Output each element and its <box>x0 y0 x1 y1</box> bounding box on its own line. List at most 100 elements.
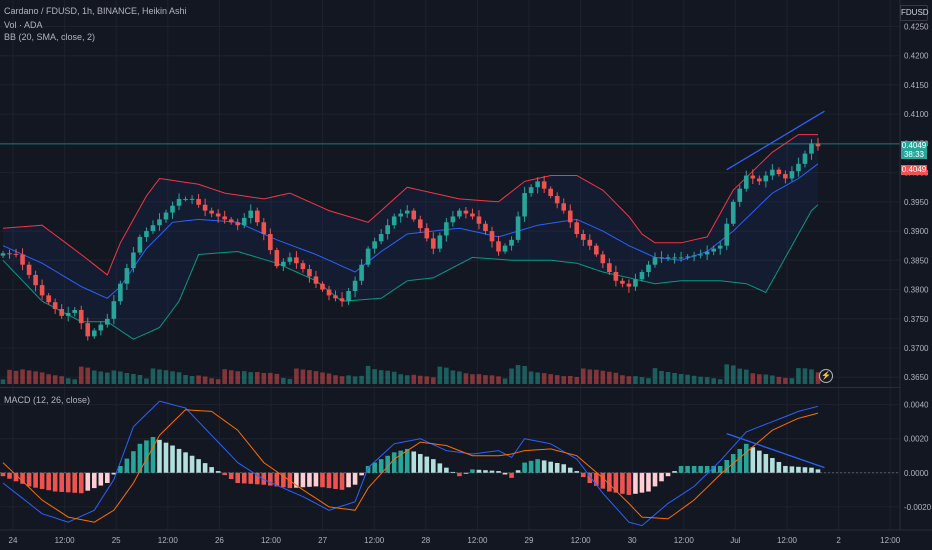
lightning-icon[interactable]: ⚡ <box>819 369 833 383</box>
candle-body <box>685 256 690 258</box>
candle-body <box>411 210 417 220</box>
candle-body <box>359 264 364 281</box>
volume-bar <box>515 365 521 384</box>
candle-body <box>196 198 201 205</box>
price-axis[interactable]: 0.42500.42000.41500.41000.40500.40000.39… <box>904 22 929 382</box>
candle-body <box>789 171 795 179</box>
candle-body <box>294 257 299 264</box>
volume-bar <box>789 378 795 384</box>
volume-bar <box>52 375 58 384</box>
volume-bar <box>339 376 345 384</box>
volume-bar <box>268 372 273 384</box>
histogram-bar <box>7 472 12 479</box>
candle-body <box>313 276 319 284</box>
volume-bar <box>594 369 599 384</box>
volume-bar <box>815 372 821 384</box>
macd-legend[interactable]: MACD (12, 26, close) <box>4 395 91 405</box>
candle-body <box>183 198 188 200</box>
candle-body <box>20 254 25 265</box>
histogram-bar <box>339 472 345 490</box>
candle-body <box>254 210 260 223</box>
histogram-bar <box>91 472 97 489</box>
volume-bar <box>359 375 364 384</box>
candle-body <box>522 193 527 217</box>
volume-bar <box>346 375 351 384</box>
histogram-bar <box>281 472 286 488</box>
time-tick-label: 12:00 <box>571 536 592 545</box>
volume-bar <box>124 373 130 384</box>
candle-body <box>124 268 130 284</box>
symbol-legend[interactable]: Cardano / FDUSD, 1h, BINANCE, Heikin Ash… <box>4 6 187 16</box>
volume-bar <box>91 370 97 384</box>
candle-body <box>659 257 664 259</box>
candle-body <box>346 291 351 302</box>
histogram-bar <box>711 465 716 473</box>
trendline[interactable] <box>726 432 825 469</box>
candle-body <box>548 188 553 196</box>
histogram-bar <box>391 452 397 473</box>
price-tick-label: 0.3850 <box>904 256 929 265</box>
histogram-bar <box>633 472 638 494</box>
time-axis[interactable]: 24 12:00 25 12:00 26 12:00 27 12:00 28 12:00 29 12:… <box>9 536 901 545</box>
volume-bar <box>620 375 625 384</box>
histogram-bar <box>502 472 508 475</box>
histogram-bar <box>372 462 377 473</box>
candle-body <box>26 264 32 275</box>
candle-body <box>594 245 599 255</box>
time-tick-label: 12:00 <box>261 536 282 545</box>
candle-body <box>535 181 540 188</box>
histogram-bar <box>737 448 743 473</box>
histogram-bar <box>757 450 762 473</box>
time-tick-label: 27 <box>318 536 327 545</box>
volume-bar <box>365 365 371 384</box>
candle-body <box>85 323 91 337</box>
histogram-bar <box>59 472 64 492</box>
currency-badge[interactable]: FDUSD <box>900 5 929 21</box>
histogram-bar <box>476 469 482 473</box>
volume-bar <box>39 372 45 384</box>
trendline[interactable] <box>726 110 825 171</box>
candle-body <box>437 235 443 249</box>
histogram-bar <box>72 472 78 493</box>
volume-bar <box>287 378 293 384</box>
candle-body <box>776 169 782 175</box>
candle-body <box>320 283 325 290</box>
histogram-bar <box>554 462 560 473</box>
volume-bar <box>541 373 547 384</box>
volume-bar <box>711 378 716 384</box>
candle-body <box>502 245 508 252</box>
candle-body <box>378 234 384 242</box>
histogram-bar <box>157 439 162 473</box>
trendlines[interactable] <box>726 110 825 469</box>
candle-body <box>509 239 514 246</box>
histogram-bar <box>431 459 436 473</box>
candle-body <box>704 251 710 255</box>
candle-body <box>770 169 775 176</box>
histogram-bar <box>65 472 71 493</box>
volume-bar <box>567 376 573 384</box>
candle-body <box>626 283 632 287</box>
price-tick-label: 0.3800 <box>904 286 929 295</box>
histogram-bar <box>254 472 260 485</box>
volume-bar <box>502 378 508 384</box>
candle-body <box>620 280 625 284</box>
volume-bar <box>209 378 214 384</box>
volume-bar <box>254 372 260 384</box>
volume-bar <box>672 373 677 384</box>
histogram-bar <box>294 472 299 488</box>
histogram-bar <box>639 472 645 493</box>
volume-bar <box>163 370 169 384</box>
volume-legend[interactable]: Vol · ADA <box>4 20 43 30</box>
histogram-bar <box>228 472 234 480</box>
volume-bar <box>313 371 319 384</box>
time-tick-label: 30 <box>628 536 637 545</box>
histogram-bar <box>196 459 201 473</box>
price-tick-label: 0.4250 <box>904 22 929 31</box>
price-tick-label: 0.3750 <box>904 315 929 324</box>
volume-bar <box>326 373 332 384</box>
bollinger-legend[interactable]: BB (20, SMA, close, 2) <box>4 32 96 42</box>
macd-axis[interactable]: 0.0040 0.0020 0.0000 -0.0020 <box>904 401 932 512</box>
candle-body <box>150 225 156 232</box>
volume-bar <box>698 376 703 384</box>
